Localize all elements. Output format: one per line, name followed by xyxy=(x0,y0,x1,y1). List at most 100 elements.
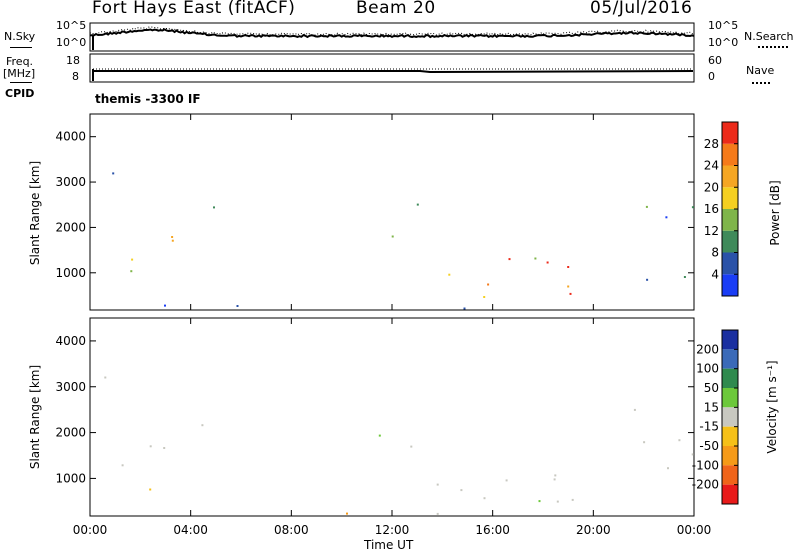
nsky-label: N.Sky xyxy=(4,30,36,43)
freq-tick-high: 18 xyxy=(66,54,80,67)
velocity-cell xyxy=(554,474,557,477)
power-cell xyxy=(112,172,115,175)
power-cell xyxy=(546,261,549,264)
velocity-ytick-label: 1000 xyxy=(55,471,86,485)
velocity-cell xyxy=(121,464,124,467)
beam-label: Beam 20 xyxy=(356,0,436,18)
power-colorbar-segment xyxy=(722,143,738,166)
velocity-cell xyxy=(633,408,636,411)
power-ytick-label: 1000 xyxy=(55,266,86,280)
power-colorbar-label: 12 xyxy=(704,224,719,238)
nsearch-dots xyxy=(758,46,788,48)
velocity-cell xyxy=(571,498,574,501)
power-cell xyxy=(567,285,570,288)
power-cell xyxy=(236,305,239,307)
power-colorbar-segment xyxy=(722,230,738,253)
power-ytick-label: 3000 xyxy=(55,175,86,189)
noise-tick-high-right: 10^5 xyxy=(708,19,739,32)
power-cell xyxy=(534,257,537,260)
velocity-cell xyxy=(346,512,348,515)
velocity-heatmap xyxy=(104,376,694,515)
velocity-colorbar-segment xyxy=(722,330,738,350)
velocity-colorbar-segment xyxy=(722,349,738,369)
velocity-colorbar-label: -200 xyxy=(692,478,719,492)
power-colorbar-label: 24 xyxy=(704,159,719,173)
power-colorbar-label: Power [dB] xyxy=(768,180,782,246)
nsearch-label: N.Search xyxy=(744,30,794,43)
xtick-label: 12:00 xyxy=(375,523,410,537)
noise-tick-low-right: 10^0 xyxy=(708,36,739,49)
velocity-cell xyxy=(163,447,166,449)
freq-unit-label: [MHz] xyxy=(3,67,36,80)
power-heatmap xyxy=(112,172,694,310)
velocity-colorbar-segment xyxy=(722,484,738,504)
power-ytick-label: 4000 xyxy=(55,130,86,144)
power-cell xyxy=(416,203,419,206)
power-colorbar-label: 8 xyxy=(711,246,719,260)
velocity-colorbar-label: Velocity [m s⁻¹] xyxy=(765,360,779,454)
power-colorbar-segment xyxy=(722,209,738,231)
power-cell xyxy=(463,307,466,310)
power-cell xyxy=(645,205,648,208)
velocity-colorbar-segment xyxy=(722,426,738,446)
velocity-colorbar-label: 100 xyxy=(696,362,719,376)
velocity-cell xyxy=(460,489,463,492)
power-ylabel: Slant Range [km] xyxy=(28,160,42,266)
velocity-ytick-label: 2000 xyxy=(55,426,86,440)
power-cell xyxy=(567,266,570,268)
velocity-cell xyxy=(436,512,439,515)
velocity-ylabel: Slant Range [km] xyxy=(28,364,42,470)
freq-panel xyxy=(89,53,695,83)
power-cell xyxy=(131,258,134,261)
velocity-cell xyxy=(538,500,541,503)
velocity-colorbar-segment xyxy=(722,388,738,408)
power-cell xyxy=(164,304,166,307)
power-colorbar-segment xyxy=(722,252,738,275)
power-colorbar-segment xyxy=(722,274,738,296)
noise-panel xyxy=(89,22,695,52)
cpid-text: themis -3300 IF xyxy=(95,92,201,106)
power-colorbar-label: 4 xyxy=(711,267,719,281)
power-cell xyxy=(483,296,486,298)
velocity-cell xyxy=(201,424,204,427)
power-cell xyxy=(569,292,572,295)
power-cell xyxy=(391,235,394,238)
velocity-cell xyxy=(667,467,669,470)
velocity-colorbar-label: 50 xyxy=(704,381,719,395)
power-cell xyxy=(646,278,649,281)
power-ytick-label: 2000 xyxy=(55,220,86,234)
velocity-cell xyxy=(691,453,694,456)
velocity-colorbar-segment xyxy=(722,446,738,466)
velocity-colorbar-segment xyxy=(722,465,738,485)
cpid-label: CPID xyxy=(5,87,35,100)
date-label: 05/Jul/2016 xyxy=(590,0,693,18)
power-colorbar-segment xyxy=(722,122,738,144)
nave-dots xyxy=(752,82,770,84)
xtick-label: 00:00 xyxy=(677,523,712,537)
velocity-cell xyxy=(505,479,508,482)
velocity-cell xyxy=(643,441,646,444)
velocity-ytick-label: 3000 xyxy=(55,380,86,394)
xtick-label: 16:00 xyxy=(475,523,510,537)
velocity-panel-frame xyxy=(89,317,695,517)
velocity-cell xyxy=(553,478,556,481)
velocity-cell xyxy=(678,439,681,442)
power-cell xyxy=(448,273,451,276)
power-panel-frame xyxy=(89,113,695,311)
nave-tick-high: 60 xyxy=(708,54,722,67)
nave-tick-low: 0 xyxy=(708,70,715,83)
noise-tick-low-left: 10^0 xyxy=(56,36,87,49)
power-cell xyxy=(691,206,694,209)
velocity-colorbar-label: 200 xyxy=(696,342,719,356)
power-cell xyxy=(213,206,215,209)
freq-trace xyxy=(93,70,694,74)
xtick-label: 04:00 xyxy=(173,523,208,537)
velocity-cell xyxy=(149,488,152,491)
velocity-colorbar-frame xyxy=(721,329,739,505)
colorbars: 4 8 12 16 20 24 28 200 100 50 15 -15 -50 -100 -200 xyxy=(692,121,739,505)
velocity-colorbar-label: -15 xyxy=(699,420,719,434)
power-cell xyxy=(171,239,174,242)
xlabel: Time UT xyxy=(364,538,414,552)
power-cell xyxy=(665,216,668,219)
